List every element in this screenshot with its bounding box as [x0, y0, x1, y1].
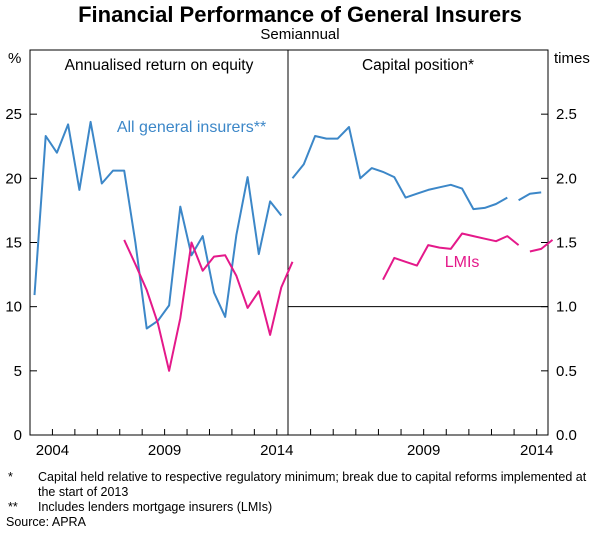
panel-title: Annualised return on equity [65, 57, 254, 74]
panel-title: Capital position* [362, 57, 474, 74]
series-label: LMIs [445, 254, 480, 271]
footnote: * Capital held relative to respective re… [6, 470, 596, 500]
y-tick-label: 1.5 [556, 235, 577, 252]
chart-title: Financial Performance of General Insurer… [78, 2, 522, 27]
series-line [382, 232, 520, 281]
chart-subtitle: Semiannual [260, 26, 340, 43]
x-tick-label: 2014 [260, 442, 293, 459]
y-tick-label: 15 [5, 235, 22, 252]
x-tick-label: 2014 [520, 442, 553, 459]
footnote: ** Includes lenders mortgage insurers (L… [6, 500, 596, 515]
x-tick-label: 2009 [148, 442, 181, 459]
footnote-text: Includes lenders mortgage insurers (LMIs… [38, 500, 273, 514]
y-tick-label: 1.0 [556, 299, 577, 316]
y-tick-label: 0.5 [556, 363, 577, 380]
footnote-mark: ** [8, 500, 18, 514]
y-tick-label: 20 [5, 170, 22, 187]
series-label: All general insurers** [117, 119, 266, 136]
left-axis-unit: % [8, 50, 22, 67]
chart-canvas: Annualised return on equity 0 5 10 15 20 25 200… [5, 49, 577, 459]
y-tick-label: 5 [14, 363, 22, 380]
series-line [518, 191, 542, 202]
footnote-mark: * [8, 470, 13, 484]
right-axis-unit: times [554, 50, 590, 67]
series-line [529, 239, 554, 253]
y-tick-label: 0.0 [556, 427, 577, 444]
x-tick-label: 2004 [36, 442, 69, 459]
footnotes: * Capital held relative to respective re… [6, 470, 596, 530]
y-tick-label: 25 [5, 106, 22, 123]
y-tick-label: 10 [5, 299, 22, 316]
series-line [291, 126, 508, 211]
y-tick-label: 2.5 [556, 106, 577, 123]
footnote-text: Capital held relative to respective regu… [38, 470, 587, 499]
y-tick-label: 0 [14, 427, 22, 444]
plot-frame [29, 49, 549, 436]
x-tick-label: 2009 [407, 442, 440, 459]
y-tick-label: 2.0 [556, 170, 577, 187]
series-line [123, 239, 294, 372]
source-note: Source: APRA [6, 515, 86, 529]
